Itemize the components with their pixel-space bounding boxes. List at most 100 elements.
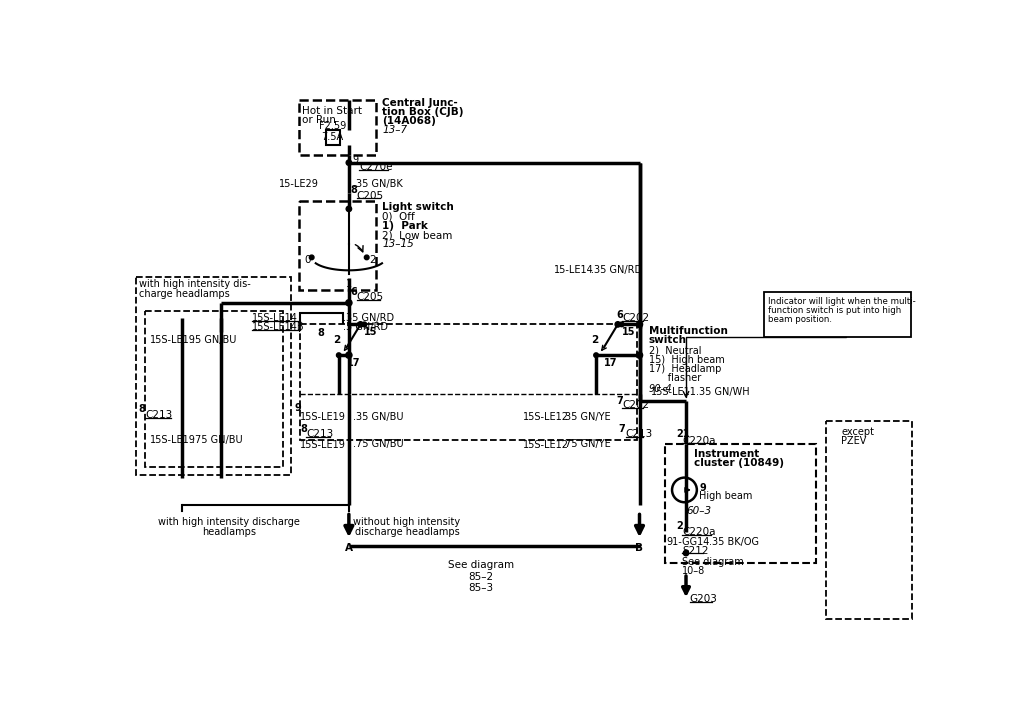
- Text: .35 GN/WH: .35 GN/WH: [696, 387, 750, 397]
- Text: .5 GN/BU: .5 GN/BU: [191, 335, 236, 345]
- Text: 2)  Neutral: 2) Neutral: [649, 346, 701, 356]
- Text: tion Box (CJB): tion Box (CJB): [382, 107, 464, 117]
- Text: except: except: [841, 427, 874, 437]
- Text: headlamps: headlamps: [202, 526, 256, 536]
- Text: 91-GG14: 91-GG14: [667, 536, 710, 546]
- Circle shape: [636, 352, 643, 358]
- Text: C202: C202: [623, 401, 649, 411]
- Circle shape: [346, 206, 351, 211]
- Text: 90–4: 90–4: [649, 384, 673, 394]
- Text: beam position.: beam position.: [768, 316, 833, 324]
- Text: 13–7: 13–7: [382, 126, 408, 136]
- Text: 2: 2: [334, 335, 341, 345]
- Text: 15: 15: [365, 327, 378, 337]
- Text: .35 GN/YE: .35 GN/YE: [562, 412, 610, 422]
- Circle shape: [362, 322, 367, 327]
- Text: 17)  Headlamp: 17) Headlamp: [649, 364, 721, 374]
- Bar: [136, 276, 291, 476]
- Text: 9: 9: [295, 403, 301, 413]
- Text: 17: 17: [346, 358, 360, 368]
- Text: 2: 2: [591, 335, 598, 345]
- Text: or Run: or Run: [302, 116, 336, 126]
- Text: PZEV: PZEV: [841, 436, 866, 446]
- Text: with high intensity discharge: with high intensity discharge: [158, 517, 300, 527]
- Text: G203: G203: [690, 593, 718, 603]
- Bar: [299, 99, 376, 155]
- Text: 15S-LE12: 15S-LE12: [523, 412, 569, 422]
- Text: S212: S212: [682, 545, 709, 555]
- Text: 8: 8: [300, 424, 307, 434]
- Text: discharge headlamps: discharge headlamps: [354, 526, 460, 536]
- Text: 2)  Low beam: 2) Low beam: [382, 230, 453, 240]
- Bar: [300, 324, 637, 440]
- Text: 2: 2: [676, 521, 683, 531]
- Circle shape: [309, 255, 314, 260]
- Text: 15S-LE12: 15S-LE12: [523, 440, 569, 450]
- Circle shape: [346, 300, 352, 306]
- Text: 15S-LE14B: 15S-LE14B: [252, 323, 304, 333]
- Text: Indicator will light when the multi-: Indicator will light when the multi-: [768, 297, 915, 306]
- Text: function switch is put into high: function switch is put into high: [768, 306, 901, 315]
- Text: C205: C205: [356, 293, 384, 303]
- Text: C213: C213: [626, 430, 653, 440]
- Text: 8: 8: [139, 404, 145, 414]
- Text: 15S-LE19: 15S-LE19: [150, 435, 196, 445]
- Text: .5 GN/RD: .5 GN/RD: [343, 323, 388, 333]
- Text: cluster (10849): cluster (10849): [693, 458, 783, 468]
- Text: Instrument: Instrument: [693, 448, 759, 458]
- Text: Central Junc-: Central Junc-: [382, 98, 458, 108]
- Text: 7: 7: [618, 424, 626, 434]
- Text: 0)  Off: 0) Off: [382, 211, 415, 221]
- Text: 21: 21: [676, 430, 689, 440]
- Text: C205: C205: [356, 191, 384, 201]
- Circle shape: [594, 353, 598, 358]
- Bar: [145, 311, 283, 467]
- Text: 6: 6: [616, 310, 623, 320]
- Bar: [299, 201, 376, 290]
- Text: 0: 0: [304, 256, 310, 266]
- Text: .35 GN/RD: .35 GN/RD: [343, 313, 394, 323]
- Text: 15: 15: [622, 327, 635, 337]
- Text: with high intensity dis-: with high intensity dis-: [139, 279, 251, 289]
- Text: (14A068): (14A068): [382, 116, 436, 126]
- Circle shape: [346, 160, 351, 166]
- Text: 9: 9: [699, 483, 706, 493]
- Bar: [300, 313, 343, 331]
- Circle shape: [683, 550, 689, 555]
- Text: C220a: C220a: [682, 436, 716, 446]
- Text: 6: 6: [350, 287, 357, 297]
- Text: High beam: High beam: [699, 491, 753, 501]
- Circle shape: [636, 321, 643, 328]
- Text: C220a: C220a: [682, 527, 716, 537]
- Text: Hot in Start: Hot in Start: [302, 106, 362, 116]
- Text: 2: 2: [369, 256, 376, 266]
- Bar: [825, 421, 912, 619]
- Text: .35 GN/BU: .35 GN/BU: [352, 412, 403, 422]
- Text: 15S-LE11: 15S-LE11: [651, 387, 697, 397]
- Text: A: A: [345, 543, 353, 553]
- Circle shape: [346, 352, 352, 358]
- Text: 8: 8: [350, 186, 357, 196]
- Text: See diagram: See diagram: [682, 556, 743, 566]
- Text: 15-LE29: 15-LE29: [280, 179, 319, 189]
- Text: Light switch: Light switch: [382, 202, 454, 212]
- Text: 15S-LE19: 15S-LE19: [300, 412, 346, 422]
- Text: 13–15: 13–15: [382, 239, 414, 249]
- Text: .75 GN/BU: .75 GN/BU: [191, 435, 242, 445]
- Text: 15)  High beam: 15) High beam: [649, 355, 725, 365]
- Text: 7.5A: 7.5A: [322, 132, 344, 142]
- Text: 1: 1: [346, 278, 352, 288]
- Text: switch: switch: [649, 335, 687, 345]
- Text: 1)  Park: 1) Park: [382, 221, 428, 231]
- Text: B: B: [636, 543, 643, 553]
- Text: 85–3: 85–3: [468, 583, 494, 593]
- Text: 15S-LE19: 15S-LE19: [300, 440, 346, 450]
- Bar: [326, 129, 340, 145]
- Bar: [764, 292, 910, 337]
- Text: 60–3: 60–3: [686, 506, 711, 516]
- Text: C213: C213: [145, 411, 172, 421]
- Text: .35 GN/RD: .35 GN/RD: [592, 266, 643, 276]
- Text: See diagram: See diagram: [447, 560, 514, 570]
- Text: C202: C202: [623, 313, 649, 323]
- Text: 85–2: 85–2: [468, 572, 494, 582]
